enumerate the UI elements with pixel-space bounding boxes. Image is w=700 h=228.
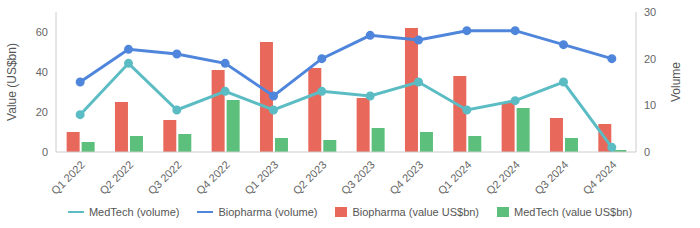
svg-text:Q3 2022: Q3 2022 bbox=[145, 158, 183, 196]
html-text:MedTech (value US$bn): MedTech (value US$bn) bbox=[514, 206, 633, 218]
svg-text:60: 60 bbox=[36, 26, 48, 38]
svg-text:Q3 2023: Q3 2023 bbox=[339, 158, 377, 196]
svg-text:Value (US$bn): Value (US$bn) bbox=[5, 43, 19, 121]
svg-text:Q2 2024: Q2 2024 bbox=[484, 158, 522, 196]
svg-text:Q2 2022: Q2 2022 bbox=[97, 158, 135, 196]
svg-text:20: 20 bbox=[644, 53, 656, 65]
svg-text:Q4 2023: Q4 2023 bbox=[387, 158, 425, 196]
html-text:MedTech (volume): MedTech (volume) bbox=[88, 206, 180, 218]
svg-text:0: 0 bbox=[42, 146, 48, 158]
svg-text:Q4 2022: Q4 2022 bbox=[194, 158, 232, 196]
svg-text:0: 0 bbox=[644, 146, 650, 158]
svg-text:40: 40 bbox=[36, 66, 48, 78]
svg-text:Q3 2024: Q3 2024 bbox=[532, 158, 570, 196]
svg-text:Q1 2024: Q1 2024 bbox=[435, 158, 473, 196]
svg-text:30: 30 bbox=[644, 6, 656, 18]
html-text:Biopharma (value US$bn): Biopharma (value US$bn) bbox=[352, 206, 479, 218]
svg-text:Q2 2023: Q2 2023 bbox=[290, 158, 328, 196]
svg-text:Q1 2022: Q1 2022 bbox=[49, 158, 87, 196]
svg-text:20: 20 bbox=[36, 106, 48, 118]
svg-text:Q1 2023: Q1 2023 bbox=[242, 158, 280, 196]
svg-text:10: 10 bbox=[644, 99, 656, 111]
svg-text:Q4 2024: Q4 2024 bbox=[580, 158, 618, 196]
html-text:Biopharma (volume): Biopharma (volume) bbox=[218, 206, 318, 218]
svg-text:Volume: Volume bbox=[669, 62, 683, 102]
